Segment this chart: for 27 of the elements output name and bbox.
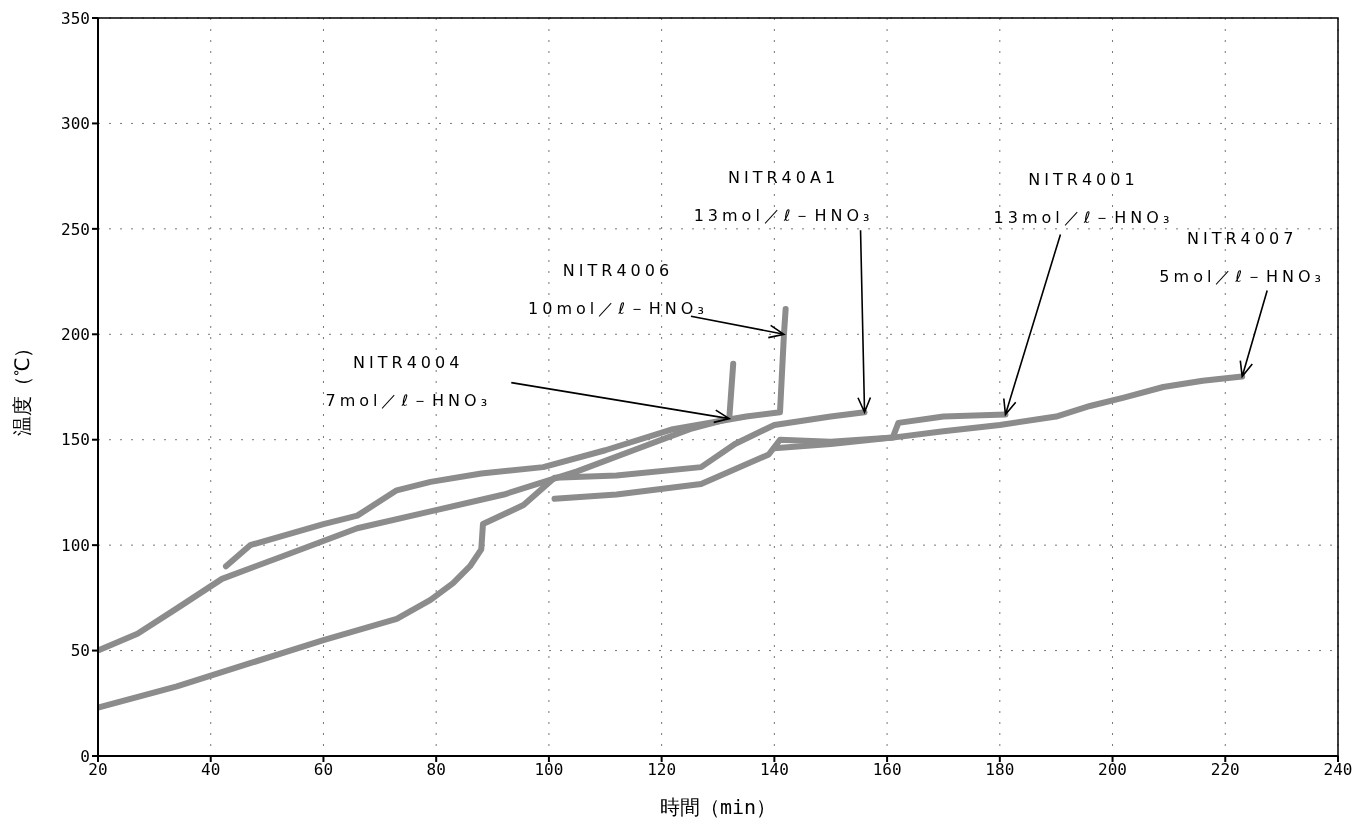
y-tick-label: 250 [61,219,90,239]
x-tick-label: 180 [985,760,1015,780]
x-tick-label: 220 [1210,760,1240,780]
y-tick-label: 50 [70,641,90,661]
y-tick-label: 200 [61,324,90,344]
annotation: NITR40A1 13mol／ℓ－HNO₃ [693,168,874,226]
x-tick-label: 120 [647,760,677,780]
y-tick-label: 100 [61,535,90,555]
y-tick-label: 150 [61,430,90,450]
x-axis-title: 時間（min） [659,795,777,819]
x-tick-label: 160 [872,760,902,780]
y-tick-label: 300 [61,114,90,134]
annotation: NITR4007 5mol／ℓ－HNO₃ [1159,229,1325,287]
annotation: NITR4001 13mol／ℓ－HNO₃ [993,170,1174,228]
x-tick-label: 100 [534,760,564,780]
x-tick-label: 20 [88,760,108,780]
y-tick-label: 0 [80,746,90,766]
y-tick-label: 350 [61,8,90,28]
x-tick-label: 40 [201,760,221,780]
x-tick-label: 140 [759,760,789,780]
y-axis-title: 温度（℃） [10,338,35,436]
x-tick-label: 240 [1323,760,1353,780]
annotation: NITR4004 7mol／ℓ－HNO₃ [325,352,492,410]
x-tick-label: 80 [426,760,446,780]
x-tick-label: 60 [313,760,334,780]
annotation: NITR4006 10mol／ℓ－HNO₃ [528,261,708,319]
x-tick-label: 200 [1098,760,1127,780]
